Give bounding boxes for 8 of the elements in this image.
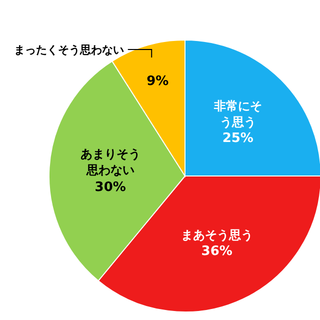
slice-label: まったくそう思わない: [14, 42, 124, 58]
data-label: 25%: [221, 130, 254, 148]
data-label: 30%: [94, 178, 127, 196]
data-label: 9%: [146, 73, 169, 91]
slice-label: まあそう思う: [180, 226, 253, 243]
slice-label: 非常にそう思う: [212, 98, 263, 131]
data-label: 36%: [200, 243, 234, 261]
slice-label: あまりそう思わない: [79, 146, 142, 179]
